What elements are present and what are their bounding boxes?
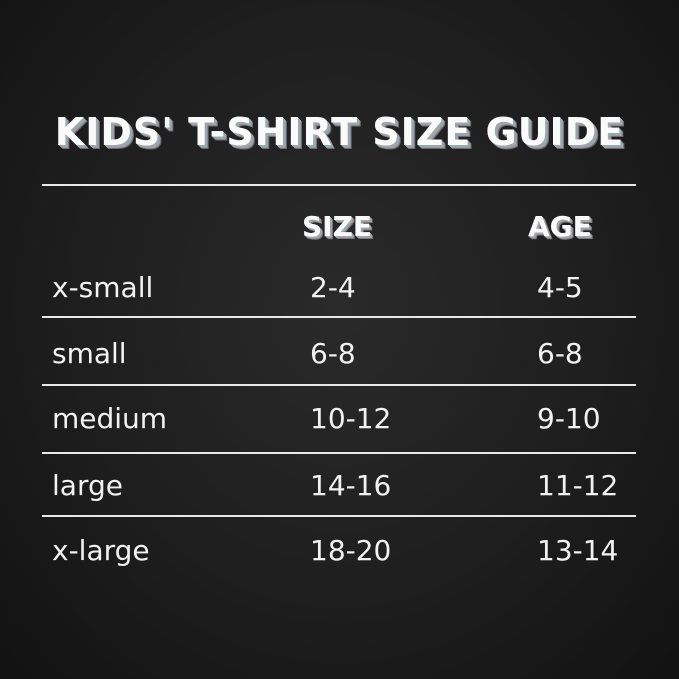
divider [42, 452, 636, 454]
divider [42, 384, 636, 386]
divider [42, 316, 636, 318]
table-row: x-small 2-4 4-5 [0, 271, 679, 311]
header-size: SIZE [302, 210, 373, 243]
row-age: 6-8 [537, 337, 583, 370]
row-label: medium [52, 402, 168, 435]
row-label: small [52, 337, 127, 370]
table-row: large 14-16 11-12 [0, 469, 679, 509]
row-size: 10-12 [310, 402, 392, 435]
row-label: large [52, 469, 123, 502]
page-title: KIDS' T-SHIRT SIZE GUIDE [54, 110, 625, 154]
row-size: 18-20 [310, 534, 392, 567]
header-age: AGE [528, 210, 592, 243]
divider [42, 184, 636, 186]
divider [42, 515, 636, 517]
row-label: x-small [52, 271, 154, 304]
row-age: 9-10 [537, 402, 601, 435]
row-age: 4-5 [537, 271, 583, 304]
row-size: 2-4 [310, 271, 356, 304]
row-size: 6-8 [310, 337, 356, 370]
row-label: x-large [52, 534, 150, 567]
row-age: 13-14 [537, 534, 619, 567]
table-row: medium 10-12 9-10 [0, 402, 679, 442]
table-row: x-large 18-20 13-14 [0, 534, 679, 574]
table-row: small 6-8 6-8 [0, 337, 679, 377]
row-size: 14-16 [310, 469, 392, 502]
row-age: 11-12 [537, 469, 619, 502]
